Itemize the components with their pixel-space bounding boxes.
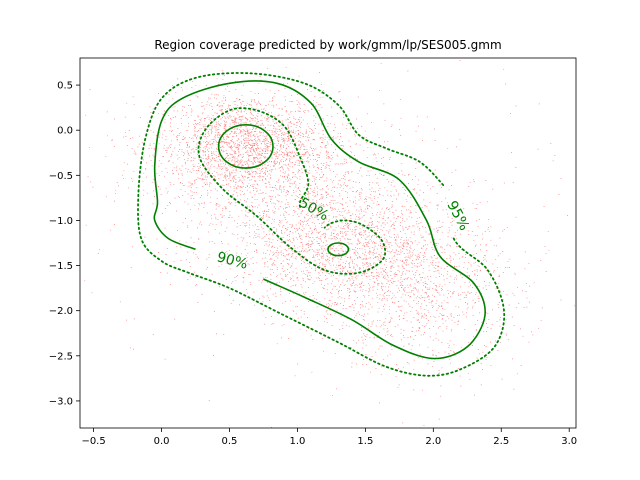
- x-axis: −0.5 0.0 0.5 1.0 1.5 2.0 2.5 3.0: [81, 428, 577, 447]
- y-tick-label: −1.0: [49, 216, 73, 227]
- x-tick-label: 0.0: [154, 436, 170, 447]
- y-tick-label: 0.5: [57, 81, 73, 92]
- x-tick-label: 2.0: [425, 436, 441, 447]
- y-tick-label: −2.0: [49, 306, 73, 317]
- y-tick-label: 0.0: [57, 126, 73, 137]
- x-tick-label: 1.5: [357, 436, 373, 447]
- y-tick-label: −3.0: [49, 396, 73, 407]
- contour-lines: [137, 72, 506, 377]
- contour-label: 90%: [215, 249, 249, 273]
- contour-95pct: [137, 72, 506, 377]
- chart-title: Region coverage predicted by work/gmm/lp…: [154, 38, 501, 52]
- x-tick-label: −0.5: [81, 436, 105, 447]
- x-tick-label: 2.5: [493, 436, 509, 447]
- contour-90pct: [153, 80, 486, 360]
- y-axis: 0.5 0.0 −0.5 −1.0 −1.5 −2.0 −2.5 −3.0: [49, 81, 80, 407]
- x-tick-label: 1.0: [289, 436, 305, 447]
- y-tick-label: −1.5: [49, 261, 73, 272]
- plot-frame: [79, 57, 577, 429]
- contour-core-4: [327, 242, 350, 257]
- x-tick-label: 0.5: [222, 436, 238, 447]
- y-tick-label: −2.5: [49, 351, 73, 362]
- y-tick-label: −0.5: [49, 171, 73, 182]
- contour-50pct: [197, 107, 387, 275]
- contour-core-3: [217, 123, 274, 169]
- x-tick-label: 3.0: [561, 436, 577, 447]
